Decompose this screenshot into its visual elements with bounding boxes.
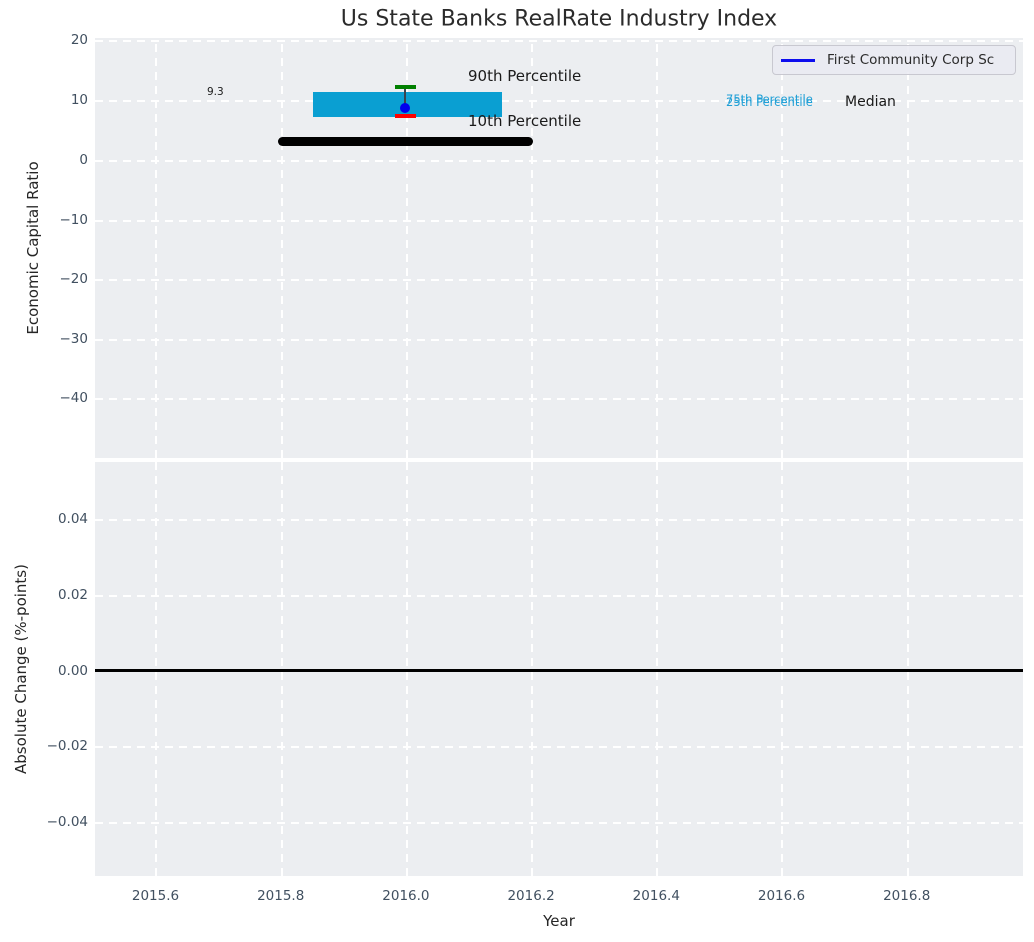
ytick-bottom: 0.04 [57, 511, 88, 527]
legend-line-swatch [781, 58, 815, 62]
top-plot-area: 9.3 90th Percentile 10th Percentile 75th… [95, 38, 1023, 458]
ytick-top: −40 [59, 390, 89, 406]
p25-label: 25th Percentile [726, 94, 813, 109]
p75-label: 75th Percentile [726, 92, 813, 106]
gridline-h [95, 220, 1023, 222]
gridline-v [406, 38, 408, 458]
bottom-y-axis-label: Absolute Change (%-points) [12, 564, 30, 774]
gridline-h [95, 822, 1023, 824]
ytick-bottom: −0.04 [46, 814, 88, 830]
gridline-h [95, 595, 1023, 597]
gridline-v [155, 38, 157, 458]
legend: First Community Corp Sc [772, 45, 1016, 75]
ytick-top: −10 [59, 211, 89, 228]
bottom-plot-area [95, 462, 1023, 876]
p10-whisker-cap [395, 114, 416, 118]
xtick: 2016.0 [382, 888, 430, 904]
ytick-top: −30 [59, 330, 89, 347]
whisker-line [404, 87, 406, 110]
median-label: Median [845, 94, 896, 110]
xtick: 2016.8 [883, 888, 931, 904]
chart-title: Us State Banks RealRate Industry Index [340, 6, 778, 32]
gridline-v [907, 38, 909, 458]
gridline-h [95, 519, 1023, 521]
gridline-h [95, 746, 1023, 748]
industry-median-line [278, 137, 533, 146]
gridline-v [656, 38, 658, 458]
ytick-bottom: −0.02 [46, 738, 88, 754]
ytick-top: 10 [70, 91, 88, 108]
gridline-h [95, 398, 1023, 400]
x-axis-label: Year [543, 912, 575, 930]
company-data-point [400, 103, 410, 113]
ytick-bottom: 0.00 [57, 662, 88, 679]
ytick-top: 0 [79, 151, 88, 168]
gridline-v [531, 38, 533, 458]
ytick-bottom: 0.02 [57, 586, 88, 603]
top-y-axis-label: Economic Capital Ratio [24, 161, 42, 335]
legend-series-label: First Community Corp Sc [827, 52, 995, 68]
gridline-v [281, 38, 283, 458]
gridline-v [781, 38, 783, 458]
gridline-h [95, 339, 1023, 341]
p90-label: 90th Percentile [468, 67, 582, 85]
gridline-h [95, 279, 1023, 281]
xtick: 2016.6 [757, 888, 806, 904]
xtick: 2015.8 [257, 888, 305, 904]
xtick: 2016.2 [507, 888, 555, 904]
median-value-label: 9.3 [207, 86, 224, 98]
xtick: 2015.6 [131, 888, 180, 904]
p10-label: 10th Percentile [468, 112, 582, 130]
ytick-top: 20 [70, 32, 88, 48]
gridline-h [95, 160, 1023, 162]
gridline-h [95, 100, 1023, 102]
zero-reference-line [95, 669, 1023, 672]
xtick: 2016.4 [632, 888, 680, 904]
ytick-top: −20 [59, 271, 89, 287]
gridline-h [95, 40, 1023, 42]
p90-whisker-cap [395, 85, 416, 89]
